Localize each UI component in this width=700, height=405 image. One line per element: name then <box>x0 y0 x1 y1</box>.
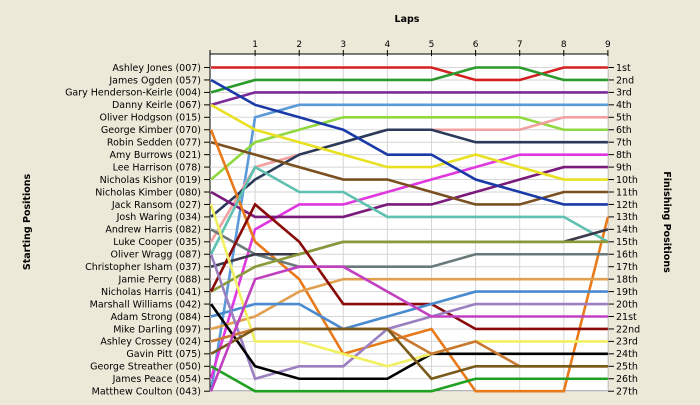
x-tick-label: 3 <box>340 40 346 50</box>
driver-label: Oliver Wragg (087) <box>111 250 201 261</box>
finish-label: 18th <box>616 274 638 285</box>
series-line-17 <box>210 240 608 293</box>
driver-label: Christopher Isham (037) <box>85 262 201 273</box>
finish-label: 25th <box>616 362 638 373</box>
finish-label: 10th <box>616 175 638 186</box>
driver-label: George Streather (050) <box>90 362 201 373</box>
finish-label: 7th <box>616 138 632 149</box>
y-axis-label-right: Finishing Positions <box>661 171 672 273</box>
x-tick-label: 8 <box>561 40 567 50</box>
series-line-22 <box>209 303 608 381</box>
driver-label: Ashley Crossey (024) <box>100 337 201 348</box>
driver-label: Nicholas Harris (041) <box>101 287 201 298</box>
driver-label: James Ogden (057) <box>108 75 201 86</box>
driver-label: Jamie Perry (088) <box>118 274 201 285</box>
series-lines <box>209 66 610 393</box>
series-line-3 <box>210 91 608 107</box>
finish-label: 16th <box>616 250 638 261</box>
finish-label: 9th <box>616 162 632 173</box>
finish-label: 15th <box>616 237 638 248</box>
driver-label: George Kimber (070) <box>101 125 201 136</box>
finish-label: 11th <box>616 187 638 198</box>
finish-label: 14th <box>616 225 638 236</box>
series-line-2 <box>210 66 608 94</box>
series-line-7 <box>210 128 608 218</box>
x-tick-label: 2 <box>296 40 302 50</box>
x-tick-label: 1 <box>252 40 258 50</box>
series-line-25 <box>210 327 608 381</box>
x-tick-label: 9 <box>605 40 611 50</box>
driver-label: James Peace (054) <box>112 374 201 385</box>
driver-label: Mike Darling (097) <box>113 324 201 335</box>
finish-label: 12th <box>616 200 638 211</box>
driver-label: Oliver Hodgson (015) <box>99 113 201 124</box>
finish-label: 19th <box>616 287 638 298</box>
finish-label: 20th <box>616 299 638 310</box>
driver-label: Marshall Williams (042) <box>90 299 201 310</box>
driver-label: Robin Sedden (077) <box>107 138 201 149</box>
finish-label: 6th <box>616 125 632 136</box>
driver-label: Adam Strong (084) <box>111 312 201 323</box>
driver-label: Luke Cooper (035) <box>113 237 201 248</box>
finish-label: 4th <box>616 100 632 111</box>
finish-label: 26th <box>616 374 638 385</box>
driver-label: Amy Burrows (021) <box>110 150 201 161</box>
x-tick-label: 6 <box>473 40 479 50</box>
finish-label: 23rd <box>616 337 638 348</box>
chart-title: Laps <box>395 14 420 25</box>
x-tick-label: 4 <box>385 40 391 50</box>
driver-label: Ashley Jones (007) <box>112 63 201 74</box>
finish-label: 2nd <box>616 75 634 86</box>
series-line-23 <box>209 204 608 368</box>
series-line-26 <box>210 365 608 393</box>
driver-label: Matthew Coulton (043) <box>92 387 201 398</box>
driver-label: Andrew Harris (082) <box>105 225 201 236</box>
driver-label: Nicholas Kishor (019) <box>100 175 201 186</box>
driver-label: Gary Henderson-Keirle (004) <box>65 88 201 99</box>
finish-label: 8th <box>616 150 632 161</box>
finish-label: 24th <box>616 349 638 360</box>
series-line-15 <box>209 165 609 255</box>
x-tick-label: 7 <box>517 40 523 50</box>
driver-label: Danny Keirle (067) <box>112 100 201 111</box>
driver-label: Gavin Pitt (075) <box>126 349 201 360</box>
series-line-27 <box>209 265 608 392</box>
driver-label: Jack Ransom (027) <box>111 200 201 211</box>
series-line-20 <box>210 290 608 331</box>
finish-label: 13th <box>616 212 638 223</box>
finish-label: 5th <box>616 113 632 124</box>
series-line-12 <box>210 78 608 206</box>
finish-label: 1st <box>616 63 631 74</box>
y-axis-label-left: Starting Positions <box>22 174 33 271</box>
x-tick-label: 5 <box>429 40 435 50</box>
finish-label: 17th <box>616 262 638 273</box>
finish-label: 3rd <box>616 88 632 99</box>
finish-label: 22nd <box>616 324 640 335</box>
series-line-10 <box>210 103 608 181</box>
labels: 1 2 3 4 5 6 7 8 9 Ashley Jones (007)James Ogden (… <box>65 40 640 398</box>
driver-label: Josh Waring (034) <box>116 212 201 223</box>
driver-label: Nicholas Kimber (080) <box>95 187 201 198</box>
finish-label: 27th <box>616 387 638 398</box>
finish-label: 21st <box>616 312 637 323</box>
driver-label: Lee Harrison (078) <box>113 162 201 173</box>
